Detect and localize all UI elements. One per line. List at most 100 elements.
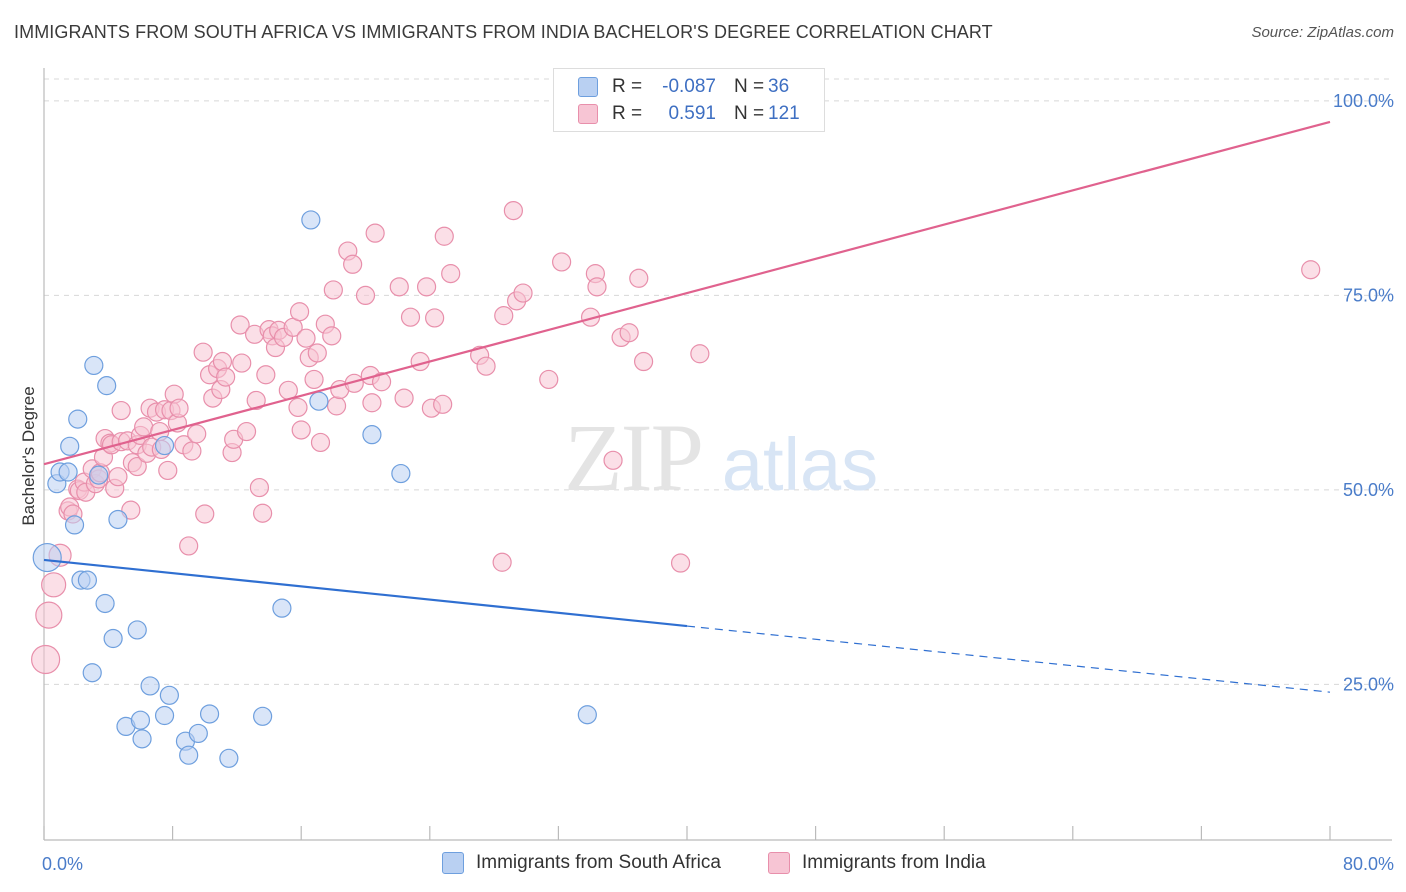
legend-item-india[interactable]: Immigrants from India	[768, 852, 986, 874]
legend-r-label: R =	[612, 76, 643, 97]
series-legend: Immigrants from South Africa Immigrants …	[0, 852, 1406, 878]
india-point	[296, 328, 316, 348]
trend-line-south-africa-extension	[686, 625, 1331, 693]
y-tick-labels: 25.0% 50.0% 75.0% 100.0%	[1333, 91, 1394, 695]
south-africa-point	[301, 210, 321, 230]
y-tick-label: 50.0%	[1343, 480, 1394, 500]
india-point	[169, 398, 189, 418]
india-point	[236, 421, 257, 442]
legend-item-south-africa[interactable]: Immigrants from South Africa	[442, 852, 721, 874]
india-point	[108, 467, 128, 487]
legend-row-india: R = 0.591 N = 121	[578, 101, 808, 127]
india-point	[111, 400, 131, 421]
legend-r-value: -0.087	[662, 76, 716, 97]
india-point	[494, 306, 514, 326]
x-tick-labels: 0.0% 80.0%	[42, 854, 1394, 874]
india-point	[182, 441, 202, 461]
india-point	[288, 397, 308, 418]
india-point	[433, 394, 453, 414]
source-label: Source: ZipAtlas.com	[1251, 24, 1394, 41]
south-africa-point	[309, 391, 329, 411]
south-africa-point	[130, 710, 151, 730]
india-point	[416, 277, 437, 297]
south-africa-point	[84, 355, 104, 376]
india-point	[291, 420, 311, 440]
india-point	[121, 500, 141, 520]
south-africa-point	[95, 593, 115, 614]
india-point	[134, 417, 154, 437]
india-point	[619, 323, 639, 343]
india-point	[256, 365, 276, 385]
legend-row-south-africa: R = -0.087 N = 36	[578, 74, 808, 100]
watermark-zip: ZIP	[564, 404, 702, 511]
legend-swatch-south-africa	[578, 77, 598, 97]
trend-lines	[43, 120, 1331, 693]
india-point	[187, 424, 207, 444]
india-point	[492, 552, 512, 572]
india-point	[31, 644, 61, 675]
south-africa-point	[97, 376, 117, 396]
y-tick-label: 25.0%	[1343, 674, 1394, 694]
india-point	[41, 572, 67, 598]
india-point	[179, 536, 199, 556]
gridlines	[44, 78, 1392, 685]
india-point	[476, 356, 496, 376]
india-point	[249, 477, 270, 498]
india-point	[212, 351, 233, 372]
india-point	[425, 308, 445, 328]
india-point	[127, 456, 147, 477]
south-africa-point	[199, 704, 220, 724]
india-point	[539, 369, 559, 390]
india-point	[195, 504, 215, 524]
south-africa-point	[68, 409, 88, 429]
india-point	[629, 268, 649, 288]
india-point	[289, 302, 310, 322]
south-africa-point	[77, 570, 98, 590]
india-point	[35, 601, 63, 629]
legend-label-india: Immigrants from India	[802, 852, 986, 873]
india-point	[441, 264, 461, 284]
south-africa-point	[60, 436, 80, 456]
legend-n-value: 121	[768, 103, 800, 124]
south-africa-point	[64, 515, 85, 535]
south-africa-point	[253, 706, 273, 726]
india-point	[304, 369, 324, 390]
india-point	[670, 553, 691, 573]
legend-swatch-south-africa	[442, 852, 464, 874]
south-africa-point	[391, 463, 411, 484]
south-africa-point	[127, 620, 147, 640]
x-tick-label: 80.0%	[1343, 854, 1394, 874]
south-africa-point	[154, 705, 175, 726]
india-point	[690, 344, 710, 364]
india-point	[216, 367, 236, 387]
india-point	[323, 280, 343, 300]
india-point	[513, 283, 533, 303]
india-point	[230, 315, 250, 335]
trend-line-india	[43, 120, 1331, 466]
south-africa-point	[154, 435, 175, 456]
india-point	[400, 307, 421, 327]
india-point	[603, 450, 623, 470]
legend-n-value: 36	[768, 76, 790, 97]
south-africa-point	[132, 729, 152, 749]
y-axis-label: Bachelor's Degree	[19, 386, 38, 525]
india-point	[193, 342, 213, 362]
south-africa-point	[82, 663, 102, 683]
india-point	[503, 200, 523, 221]
south-africa-point	[32, 542, 62, 573]
south-africa-point	[219, 748, 239, 768]
india-point	[362, 393, 382, 413]
y-tick-label: 75.0%	[1343, 285, 1394, 305]
south-africa-point	[577, 705, 597, 725]
india-point	[343, 254, 363, 274]
south-africa-point	[58, 462, 78, 482]
series-south-africa-points	[32, 210, 597, 768]
south-africa-point	[103, 628, 123, 649]
south-africa-point	[179, 745, 199, 765]
watermark: ZIP atlas	[564, 404, 878, 511]
india-point	[365, 223, 385, 243]
india-point	[158, 460, 178, 481]
india-point	[434, 226, 454, 246]
india-point	[389, 277, 409, 297]
india-point	[1301, 260, 1321, 280]
